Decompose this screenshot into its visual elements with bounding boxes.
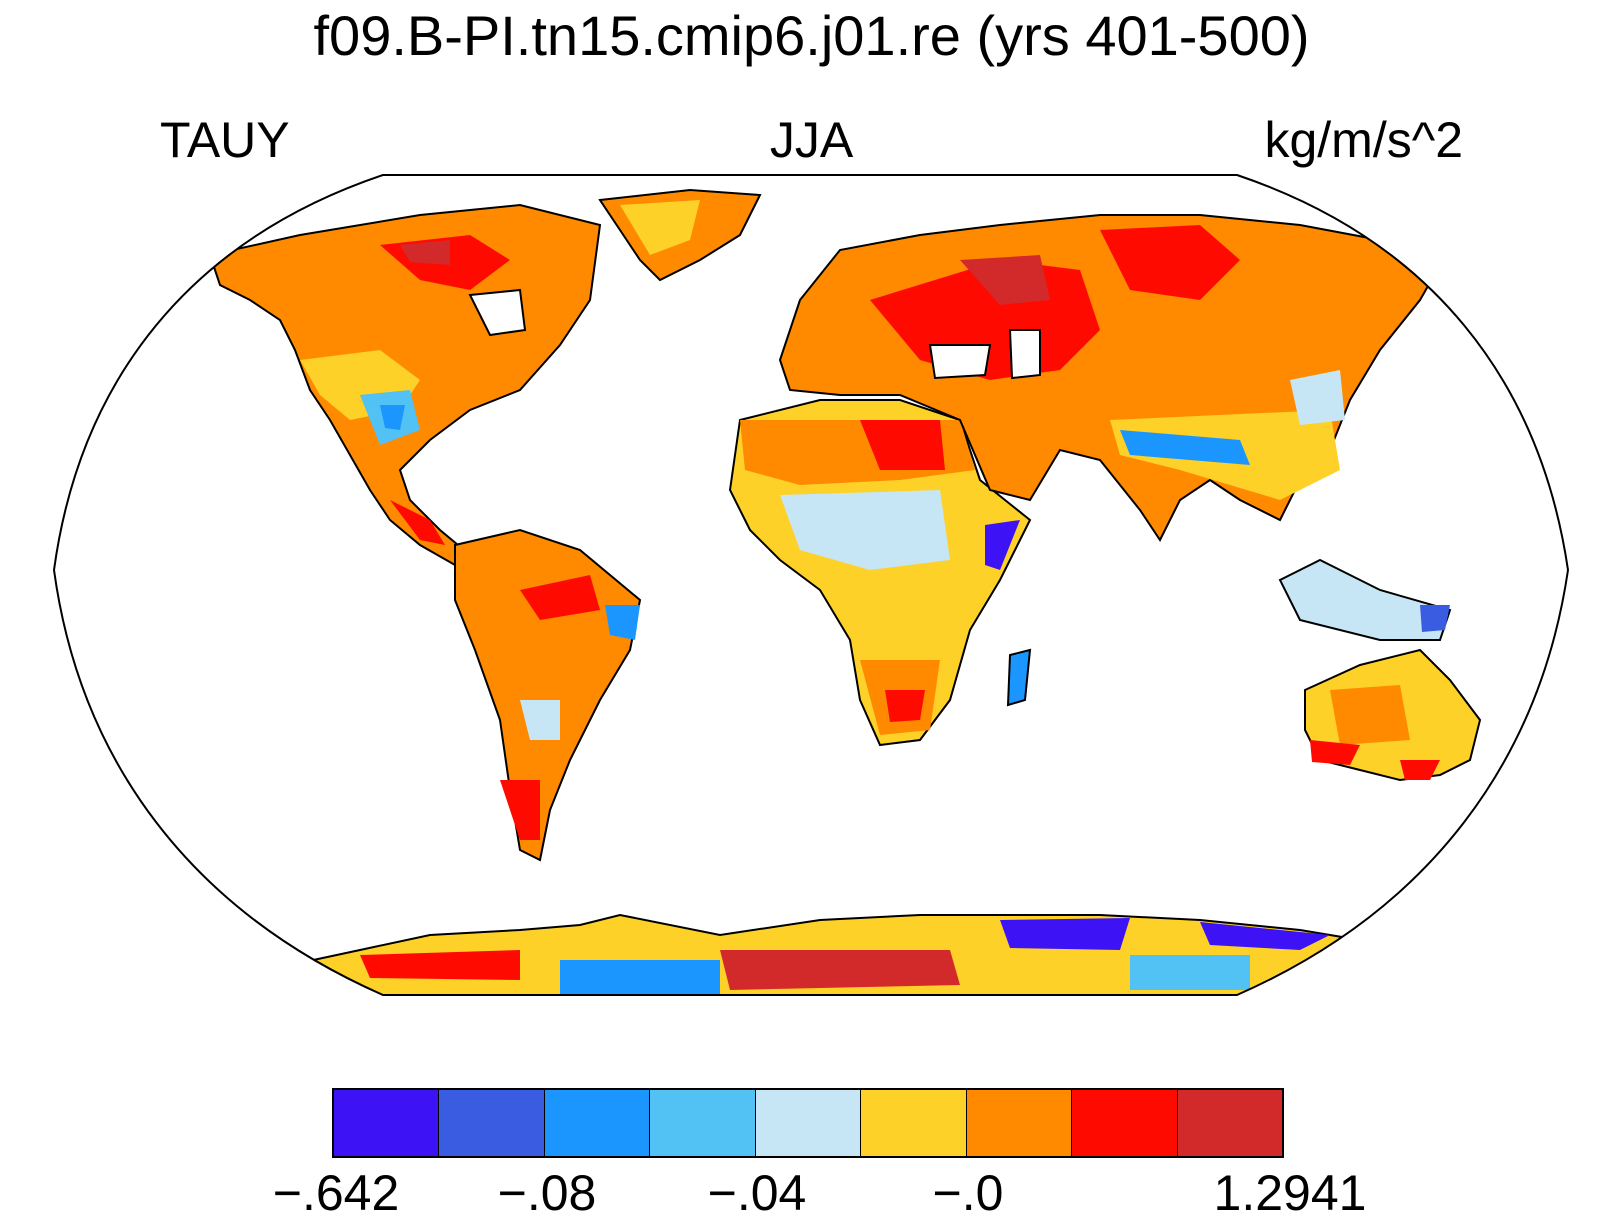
colorbar-box-5 <box>755 1090 862 1156</box>
units-label: kg/m/s^2 <box>1264 112 1463 168</box>
colorbar-label-3: −.04 <box>707 1165 807 1221</box>
colorbar-label-5: 1.2941 <box>1213 1165 1367 1221</box>
map-border <box>52 174 1570 996</box>
land-field <box>208 188 1542 995</box>
colorbar-label-2: −.08 <box>497 1165 597 1221</box>
colorbar-label-1: −.642 <box>272 1165 400 1221</box>
plot-title: f09.B-PI.tn15.cmip6.j01.re (yrs 401-500) <box>313 4 1310 67</box>
colorbar-box-3 <box>544 1090 651 1156</box>
colorbar-box-9 <box>1177 1090 1282 1156</box>
south-america <box>454 528 642 862</box>
variable-label: TAUY <box>160 112 290 168</box>
colorbar <box>332 1088 1284 1158</box>
colorbar-box-7 <box>966 1090 1073 1156</box>
colorbar-box-6 <box>861 1090 967 1156</box>
colorbar-box-8 <box>1072 1090 1178 1156</box>
colorbar-box-4 <box>650 1090 756 1156</box>
colorbar-label-4: −.0 <box>932 1165 1004 1221</box>
colorbar-box-1 <box>334 1090 440 1156</box>
colorbar-box-2 <box>439 1090 545 1156</box>
season-label: JJA <box>769 112 854 168</box>
